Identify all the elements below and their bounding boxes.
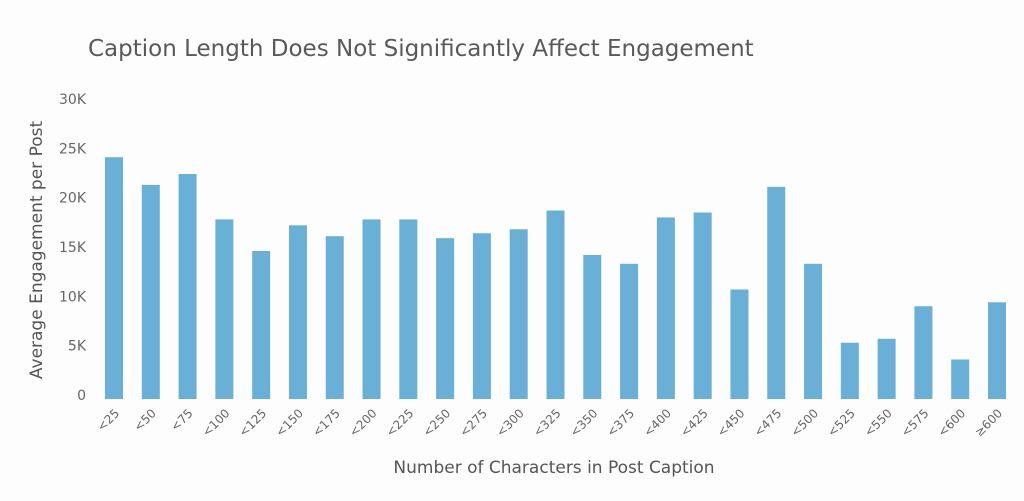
x-tick-label: <575: [898, 406, 931, 439]
x-tick-label: <325: [530, 406, 563, 439]
x-tick-label: <100: [199, 406, 232, 439]
chart-title: Caption Length Does Not Significantly Af…: [88, 36, 754, 62]
bar: [914, 306, 933, 399]
x-tick-label: <25: [94, 406, 122, 434]
y-tick-label: 25K: [59, 141, 87, 157]
bar: [325, 236, 344, 399]
y-tick-label: 10K: [59, 289, 87, 305]
bar: [546, 210, 565, 399]
bar: [583, 254, 602, 399]
bar: [840, 342, 859, 399]
x-tick-label: <375: [604, 406, 637, 439]
bar: [105, 157, 123, 399]
x-tick-label: <125: [236, 406, 269, 439]
x-tick-label: ≥600: [972, 406, 1005, 439]
x-tick-label: <550: [862, 406, 895, 439]
bar: [509, 229, 528, 399]
x-tick-label: <525: [825, 406, 858, 439]
bar: [362, 219, 381, 399]
x-tick-label: <350: [567, 406, 600, 439]
x-tick-label: <75: [168, 406, 196, 434]
y-tick-label: 0: [77, 388, 86, 404]
bar: [436, 238, 455, 399]
x-tick-label: <175: [310, 406, 343, 439]
bar: [141, 184, 160, 399]
bar: [252, 250, 271, 399]
x-tick-label: <225: [383, 406, 416, 439]
bar: [951, 359, 970, 399]
bar: [288, 225, 307, 399]
x-tick-label: <150: [273, 406, 306, 439]
bar: [620, 263, 639, 399]
bar: [804, 263, 823, 399]
x-tick-label: <200: [346, 406, 379, 439]
x-tick-label: <500: [788, 406, 821, 439]
x-tick-label: <250: [420, 406, 453, 439]
bar: [877, 338, 896, 399]
bar: [215, 219, 234, 399]
bar: [767, 186, 786, 399]
bar: [399, 219, 418, 399]
y-tick-label: 5K: [68, 339, 87, 355]
x-tick-label: <450: [714, 406, 747, 439]
x-tick-label: <600: [935, 406, 968, 439]
bar: [693, 212, 712, 399]
x-tick-label: <400: [641, 406, 674, 439]
x-tick-label: <300: [494, 406, 527, 439]
bar: [178, 174, 197, 399]
y-axis-title: Average Engagement per Post: [27, 121, 47, 380]
y-tick-label: 30K: [59, 92, 87, 108]
x-tick-label: <50: [131, 406, 159, 434]
y-tick-label: 20K: [59, 191, 87, 207]
x-tick-label: <475: [751, 406, 784, 439]
bar: [730, 289, 749, 399]
y-tick-label: 15K: [59, 240, 87, 256]
bar: [656, 217, 675, 399]
x-tick-label: <275: [457, 406, 490, 439]
bar: [988, 302, 1006, 399]
x-tick-label: <425: [678, 406, 711, 439]
bar: [472, 233, 491, 399]
x-axis-title: Number of Characters in Post Caption: [393, 458, 714, 478]
